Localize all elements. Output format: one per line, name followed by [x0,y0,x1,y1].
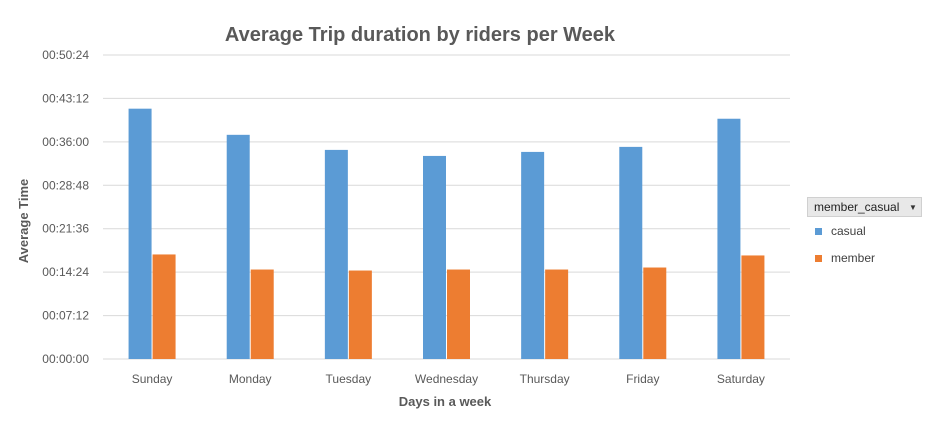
bar-casual-friday [619,146,643,359]
y-tick-label: 00:07:12 [42,309,89,323]
x-tick-label: Saturday [717,372,765,386]
bar-casual-saturday [717,118,741,360]
y-tick-label: 00:28:48 [42,178,89,192]
legend-swatch-casual [815,227,822,235]
bars [128,108,765,360]
legend-item-casual: casual [815,224,866,238]
bar-member-thursday [545,269,569,359]
x-tick-label: Monday [229,372,272,386]
bar-member-saturday [741,255,765,359]
bar-member-tuesday [348,270,372,359]
bar-member-sunday [152,254,176,359]
bar-casual-monday [226,134,250,359]
legend-label-casual: casual [831,224,866,238]
bar-casual-sunday [128,108,152,359]
bar-casual-thursday [521,151,545,359]
legend-field-filter-button[interactable]: member_casual ▼ [807,197,922,217]
y-axis-ticks: 00:00:00 00:07:12 00:14:24 00:21:36 00:28:48… [42,48,89,366]
bar-casual-tuesday [324,149,348,359]
chart-title: Average Trip duration by riders per Week [225,24,616,46]
x-tick-label: Tuesday [326,372,372,386]
x-tick-label: Friday [626,372,659,386]
y-tick-label: 00:00:00 [42,352,89,366]
y-tick-label: 00:21:36 [42,222,89,236]
y-tick-label: 00:43:12 [42,91,89,105]
x-axis-title: Days in a week [399,394,492,409]
legend-label-member: member [831,251,876,265]
x-tick-label: Wednesday [415,372,478,386]
y-axis-title: Average Time [16,179,31,264]
bar-member-friday [643,267,667,359]
y-tick-label: 00:50:24 [42,48,89,62]
y-tick-label: 00:36:00 [42,135,89,149]
gridlines [103,54,790,360]
x-tick-label: Thursday [520,372,570,386]
x-axis-ticks: Sunday Monday Tuesday Wednesday Thursday Frid… [132,372,765,386]
legend-field-label: member_casual [814,200,900,214]
bar-member-wednesday [447,269,470,359]
chevron-down-icon: ▼ [909,202,917,212]
bar-casual-wednesday [423,155,446,359]
legend-swatch-member [815,254,822,262]
x-tick-label: Sunday [132,372,173,386]
y-tick-label: 00:14:24 [42,265,89,279]
legend-item-member: member [815,251,875,265]
bar-member-monday [250,269,274,359]
